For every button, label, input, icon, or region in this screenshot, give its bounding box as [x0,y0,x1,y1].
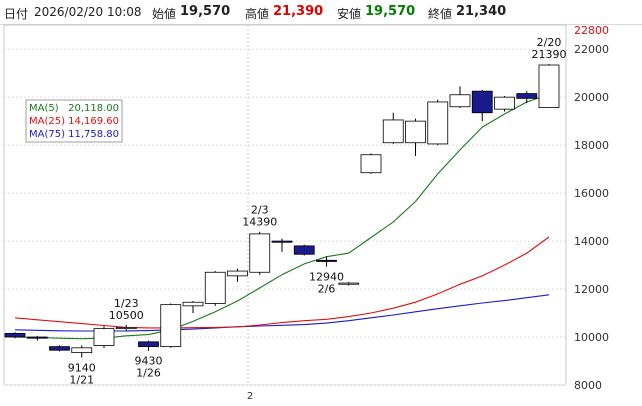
candle [227,268,248,282]
y-tick-label: 10000 [574,331,609,344]
x-tick-label: 2 [247,391,253,402]
candle [138,340,159,351]
candle-body [360,154,382,174]
y-top-label: 22800 [574,24,609,37]
date-value: 2026/02/20 10:08 [34,5,142,19]
ma-legend-box [25,99,123,143]
annotation-label: 9430 [135,355,163,368]
low-label: 安値 [337,7,362,21]
annotation-label: 10500 [109,309,144,322]
candle [427,99,449,146]
candle-body [338,282,360,285]
candle-body [138,341,159,348]
candle [538,63,560,108]
candle-body [538,64,560,108]
annotation-label: 12940 [309,271,344,284]
candle [316,256,337,267]
candle-body [471,90,493,114]
candle [471,89,493,122]
ma5-value: 20,118.00 [68,103,119,114]
annotation-label: 1/23 [114,297,139,310]
open-value: 19,570 [180,4,231,19]
annotation-label: 2/3 [251,204,269,217]
ma25-line [14,236,550,329]
ma-legend: MA(5) 20,118.00 MA(25) 14,169.60 MA(75) … [25,99,123,143]
close-value: 21,340 [456,4,507,19]
high-value: 21,390 [273,4,324,19]
candle-body [160,304,182,348]
candle-body [227,270,248,277]
low-value: 19,570 [365,4,416,19]
candle [26,335,48,341]
date-label: 日付 [4,7,29,21]
y-axis: 8000 10000 12000 14000 16000 18000 20000 22000 2… [574,24,609,392]
candle-body [449,94,471,108]
y-tick-label: 16000 [574,187,609,200]
high-label: 高値 [245,7,270,21]
annotation-label: 9140 [68,362,96,375]
candle [494,95,515,112]
candle-body [49,346,70,351]
candle [360,153,382,174]
ma5-label: MA(5) [29,103,59,114]
ma25-value: 14,169.60 [68,116,119,127]
candle-body [427,101,449,145]
candle-body [405,120,426,144]
annotations: 91401/211/231050094301/262/314390129402/… [68,36,567,387]
candle [293,244,315,256]
y-tick-label: 18000 [574,139,609,152]
annotation-label: 1/21 [69,374,94,387]
candle [271,238,293,252]
candle-body [316,259,337,262]
candle [405,118,426,156]
candles [4,63,560,358]
annotation-label: 14390 [242,216,277,229]
y-tick-label: 20000 [574,91,609,104]
candle [382,112,404,144]
ma75-label: MA(75) [29,129,65,140]
candle-body [382,119,404,144]
price-header: 日付 2026/02/20 10:08 始値 19,570 高値 21,390 … [0,0,642,25]
candlestick-chart: 8000 10000 12000 14000 16000 18000 20000 22000 2… [3,24,609,402]
annotation-label: 1/26 [136,367,161,380]
ma25-label: MA(25) [29,116,65,127]
candle-body [494,96,515,110]
y-tick-label: 14000 [574,235,609,248]
candle [182,301,204,314]
y-tick-label: 22000 [574,43,609,56]
open-label: 始値 [152,7,177,21]
candle-body [293,245,315,255]
candle-body [182,301,204,307]
candle-body [115,327,137,330]
y-tick-label: 12000 [574,283,609,296]
candle [449,86,471,108]
annotation-label: 21390 [532,48,567,61]
candle-body [204,271,226,304]
candle [49,345,70,352]
candle-body [271,240,293,243]
candle-body [516,93,538,99]
candle-body [26,336,48,339]
close-label: 終値 [428,7,453,21]
candle [204,271,226,306]
candle [516,91,538,104]
annotation-label: 2/20 [537,36,562,49]
candle [338,281,360,286]
candle-body [249,233,271,273]
candle [71,345,93,358]
candle [160,303,182,348]
candle-body [93,328,115,346]
candle [4,332,26,339]
annotation-label: 2/6 [318,283,336,296]
candle-body [4,333,26,338]
candle [115,325,137,332]
candle [93,326,115,348]
candle [249,231,271,275]
candle-body [71,347,93,354]
y-tick-label: 8000 [574,379,602,392]
ma75-value: 11,758.80 [68,129,119,140]
